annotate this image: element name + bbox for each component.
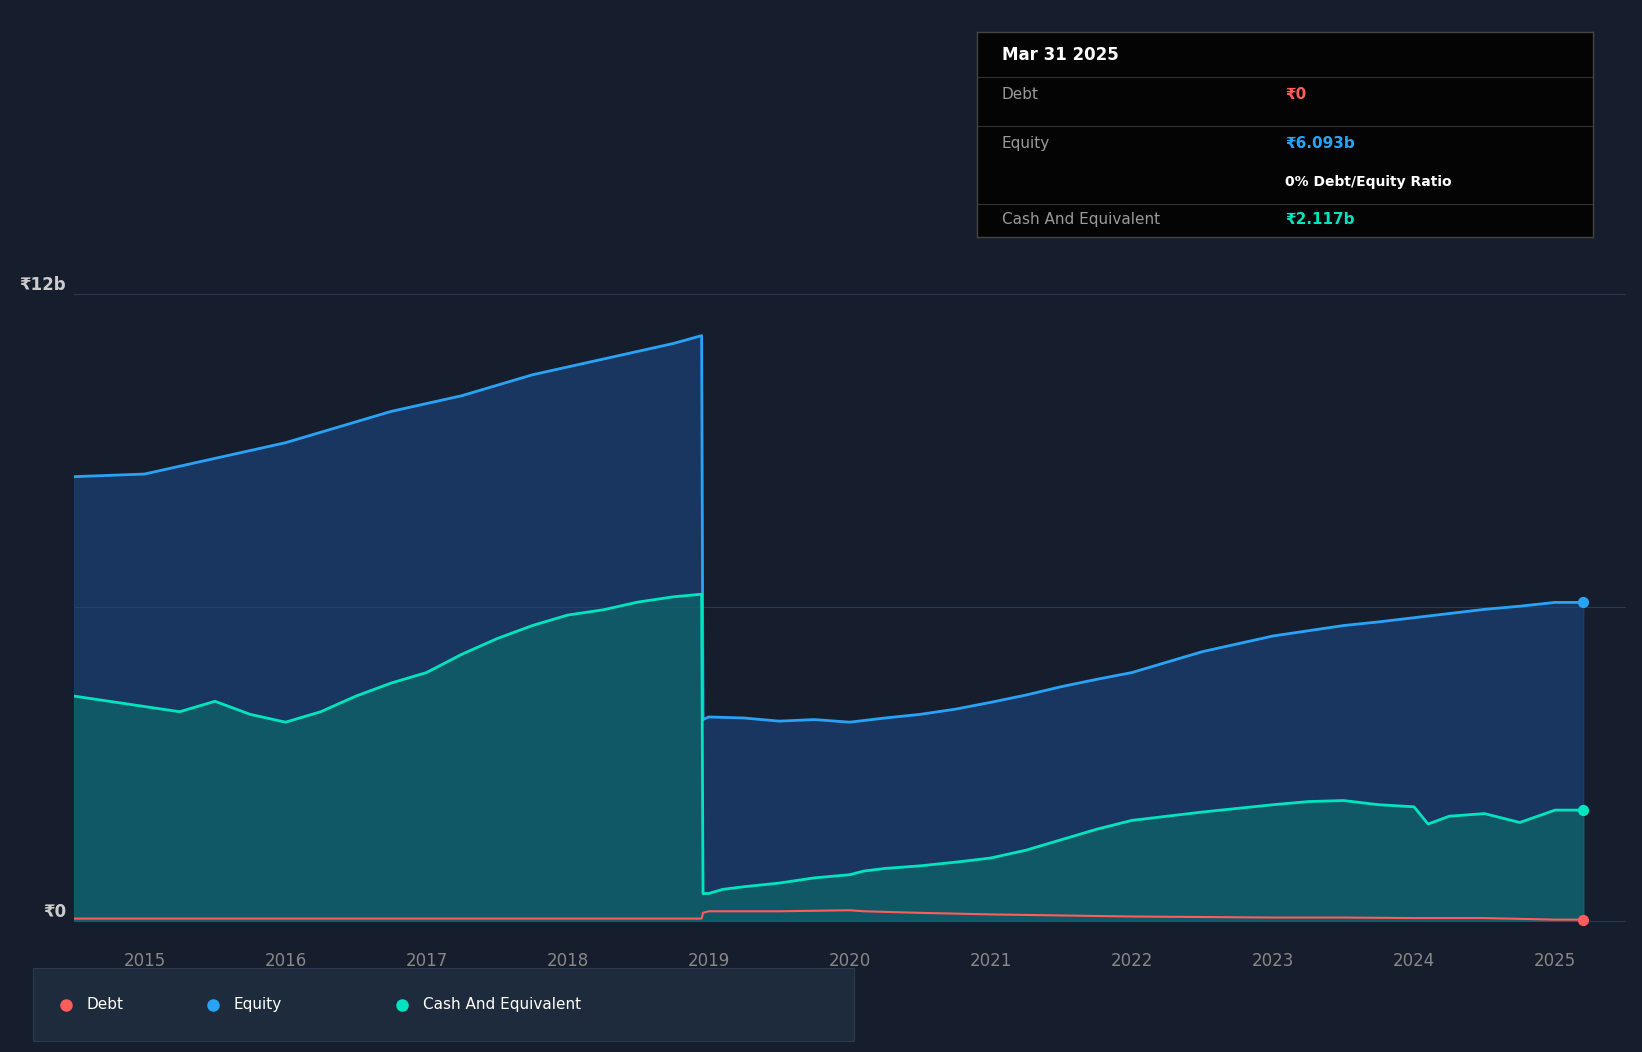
Text: Mar 31 2025: Mar 31 2025	[1002, 46, 1118, 64]
Text: 0% Debt/Equity Ratio: 0% Debt/Equity Ratio	[1286, 175, 1452, 189]
Text: Cash And Equivalent: Cash And Equivalent	[424, 997, 581, 1012]
Text: Cash And Equivalent: Cash And Equivalent	[1002, 213, 1159, 227]
Point	[1570, 594, 1596, 611]
Text: Equity: Equity	[233, 997, 282, 1012]
Point	[1570, 911, 1596, 928]
Text: ₹12b: ₹12b	[20, 276, 66, 294]
Text: Debt: Debt	[1002, 87, 1039, 102]
Text: Equity: Equity	[1002, 136, 1049, 151]
Point	[1570, 802, 1596, 818]
Text: ₹0: ₹0	[43, 903, 66, 920]
Text: ₹0: ₹0	[1286, 87, 1305, 102]
Text: Debt: Debt	[87, 997, 123, 1012]
Text: ₹2.117b: ₹2.117b	[1286, 213, 1355, 227]
Text: ₹6.093b: ₹6.093b	[1286, 136, 1355, 151]
